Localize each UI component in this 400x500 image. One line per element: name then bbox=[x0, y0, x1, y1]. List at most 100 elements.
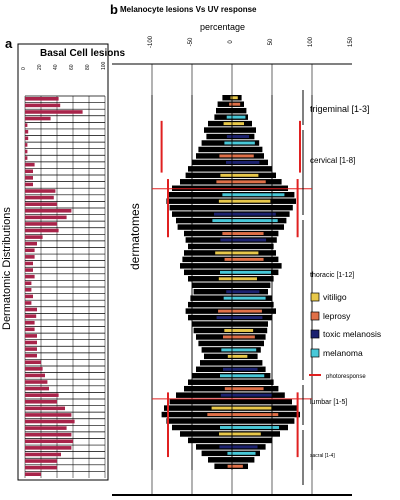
dermatome-range-bar bbox=[188, 379, 274, 385]
bcc-bar bbox=[25, 373, 45, 378]
lesion-segment bbox=[212, 219, 278, 223]
bcc-bar bbox=[25, 360, 41, 365]
lesion-segment bbox=[226, 290, 260, 294]
bcc-bar bbox=[25, 136, 29, 141]
bcc-bar bbox=[25, 314, 37, 318]
bcc-bar bbox=[25, 281, 32, 285]
bcc-bar bbox=[25, 452, 61, 457]
panel-b-tick-label: -100 bbox=[148, 35, 154, 48]
lesion-segment bbox=[221, 348, 257, 352]
legend-swatch bbox=[310, 329, 320, 339]
panel-a-letter: a bbox=[5, 36, 13, 51]
dermatome-range-bar bbox=[180, 263, 282, 269]
bcc-bar bbox=[25, 334, 37, 338]
dermatome-range-bar bbox=[192, 282, 271, 288]
bcc-bar bbox=[25, 288, 32, 292]
dermatome-range-bar bbox=[200, 360, 263, 366]
bcc-bar bbox=[25, 301, 32, 305]
lesion-segment bbox=[230, 96, 238, 100]
panel-a-tick-label: 20 bbox=[37, 64, 43, 70]
panel-a-tick-label: 40 bbox=[53, 64, 59, 70]
panel-a-tick-label: 80 bbox=[85, 64, 91, 70]
lesion-segment bbox=[224, 257, 264, 261]
bcc-bar bbox=[25, 195, 54, 200]
region-label: thoracic [1-12] bbox=[310, 272, 354, 279]
lesion-segment bbox=[219, 154, 254, 158]
bcc-bar bbox=[25, 406, 65, 411]
legend-swatch bbox=[310, 348, 320, 358]
dermatome-range-bar bbox=[169, 204, 293, 211]
lesion-segment bbox=[220, 173, 259, 177]
legend-label: vitiligo bbox=[323, 292, 347, 302]
bcc-bar bbox=[25, 110, 83, 114]
bcc-bar bbox=[25, 465, 57, 470]
bcc-bar bbox=[25, 327, 35, 332]
lesion-segment bbox=[218, 309, 262, 313]
bcc-bar bbox=[25, 347, 37, 351]
bcc-bar bbox=[25, 116, 51, 121]
lesion-segment bbox=[216, 180, 266, 184]
bcc-bar bbox=[25, 222, 57, 226]
lesion-segment bbox=[227, 464, 243, 468]
bcc-bar bbox=[25, 380, 48, 384]
dermatome-range-bar bbox=[177, 224, 284, 230]
legend: vitiligo leprosy toxic melanosis melanoma ph… bbox=[309, 292, 381, 380]
lesion-segment bbox=[220, 374, 265, 378]
bcc-bar bbox=[25, 439, 73, 444]
bcc-bar bbox=[25, 103, 61, 108]
bcc-bar bbox=[25, 353, 37, 358]
lesion-segment bbox=[224, 387, 264, 391]
x-axis-label: percentage bbox=[200, 22, 245, 32]
dermatome-range-bar bbox=[198, 340, 264, 347]
lesion-segment bbox=[223, 335, 255, 339]
panel-b-title: Melanocyte lesions Vs UV response bbox=[120, 5, 257, 14]
lesion-segment bbox=[223, 296, 266, 300]
y-axis-label: Dermatomic Distributions bbox=[1, 207, 13, 330]
bcc-bar bbox=[25, 413, 72, 417]
dermatome-range-bar bbox=[166, 418, 295, 424]
lesion-segment bbox=[226, 135, 250, 138]
legend-label: melanoma bbox=[323, 348, 363, 358]
lesion-segment bbox=[214, 212, 276, 216]
lesion-segment bbox=[220, 238, 267, 242]
lesion-segment bbox=[211, 406, 272, 410]
dermatome-range-bar bbox=[188, 437, 272, 444]
region-label: trigeminal [1-3] bbox=[310, 104, 370, 114]
lesion-segment bbox=[218, 199, 271, 203]
bcc-bar bbox=[25, 202, 57, 206]
panel-b-letter: b bbox=[110, 2, 118, 17]
lesion-segment bbox=[223, 367, 258, 371]
bcc-bar bbox=[25, 274, 35, 279]
legend-label: toxic melanosis bbox=[323, 329, 381, 339]
bcc-bar bbox=[25, 189, 56, 193]
dermatome-range-bar bbox=[198, 146, 263, 153]
bcc-bar bbox=[25, 215, 67, 220]
bcc-bar bbox=[25, 426, 67, 430]
bcc-bar bbox=[25, 320, 35, 325]
bcc-bar bbox=[25, 208, 72, 213]
bcc-bar bbox=[25, 367, 43, 371]
panel-a-frame bbox=[17, 43, 109, 481]
bcc-bar bbox=[25, 399, 57, 404]
panel-b-tick-label: 0 bbox=[228, 40, 234, 44]
bcc-bar bbox=[25, 241, 37, 246]
panel-b-tick-label: 150 bbox=[348, 36, 354, 47]
bcc-bar bbox=[25, 156, 28, 160]
region-brackets: trigeminal [1-3] cervical [1-8] thoracic [… bbox=[302, 90, 370, 485]
bcc-bar bbox=[25, 176, 33, 180]
panel-b-tick-label: 50 bbox=[268, 38, 274, 45]
bcc-bar bbox=[25, 182, 33, 187]
lesion-segment bbox=[207, 413, 279, 417]
panel-a-bars bbox=[24, 95, 106, 478]
legend-swatch bbox=[310, 311, 320, 321]
lesion-segment bbox=[224, 329, 254, 332]
bcc-bar bbox=[25, 162, 35, 167]
panel-b-bars bbox=[151, 95, 313, 470]
bcc-bar bbox=[25, 255, 35, 259]
lesion-segment bbox=[224, 141, 255, 145]
bcc-bar bbox=[25, 97, 59, 101]
panel-a-tick-labels: 0 20 40 60 80 100 bbox=[21, 61, 107, 70]
lesion-segment bbox=[220, 393, 273, 397]
panel-b-photoresponse-marks bbox=[152, 120, 312, 458]
dermatomes-label: dermatomes bbox=[128, 203, 142, 270]
